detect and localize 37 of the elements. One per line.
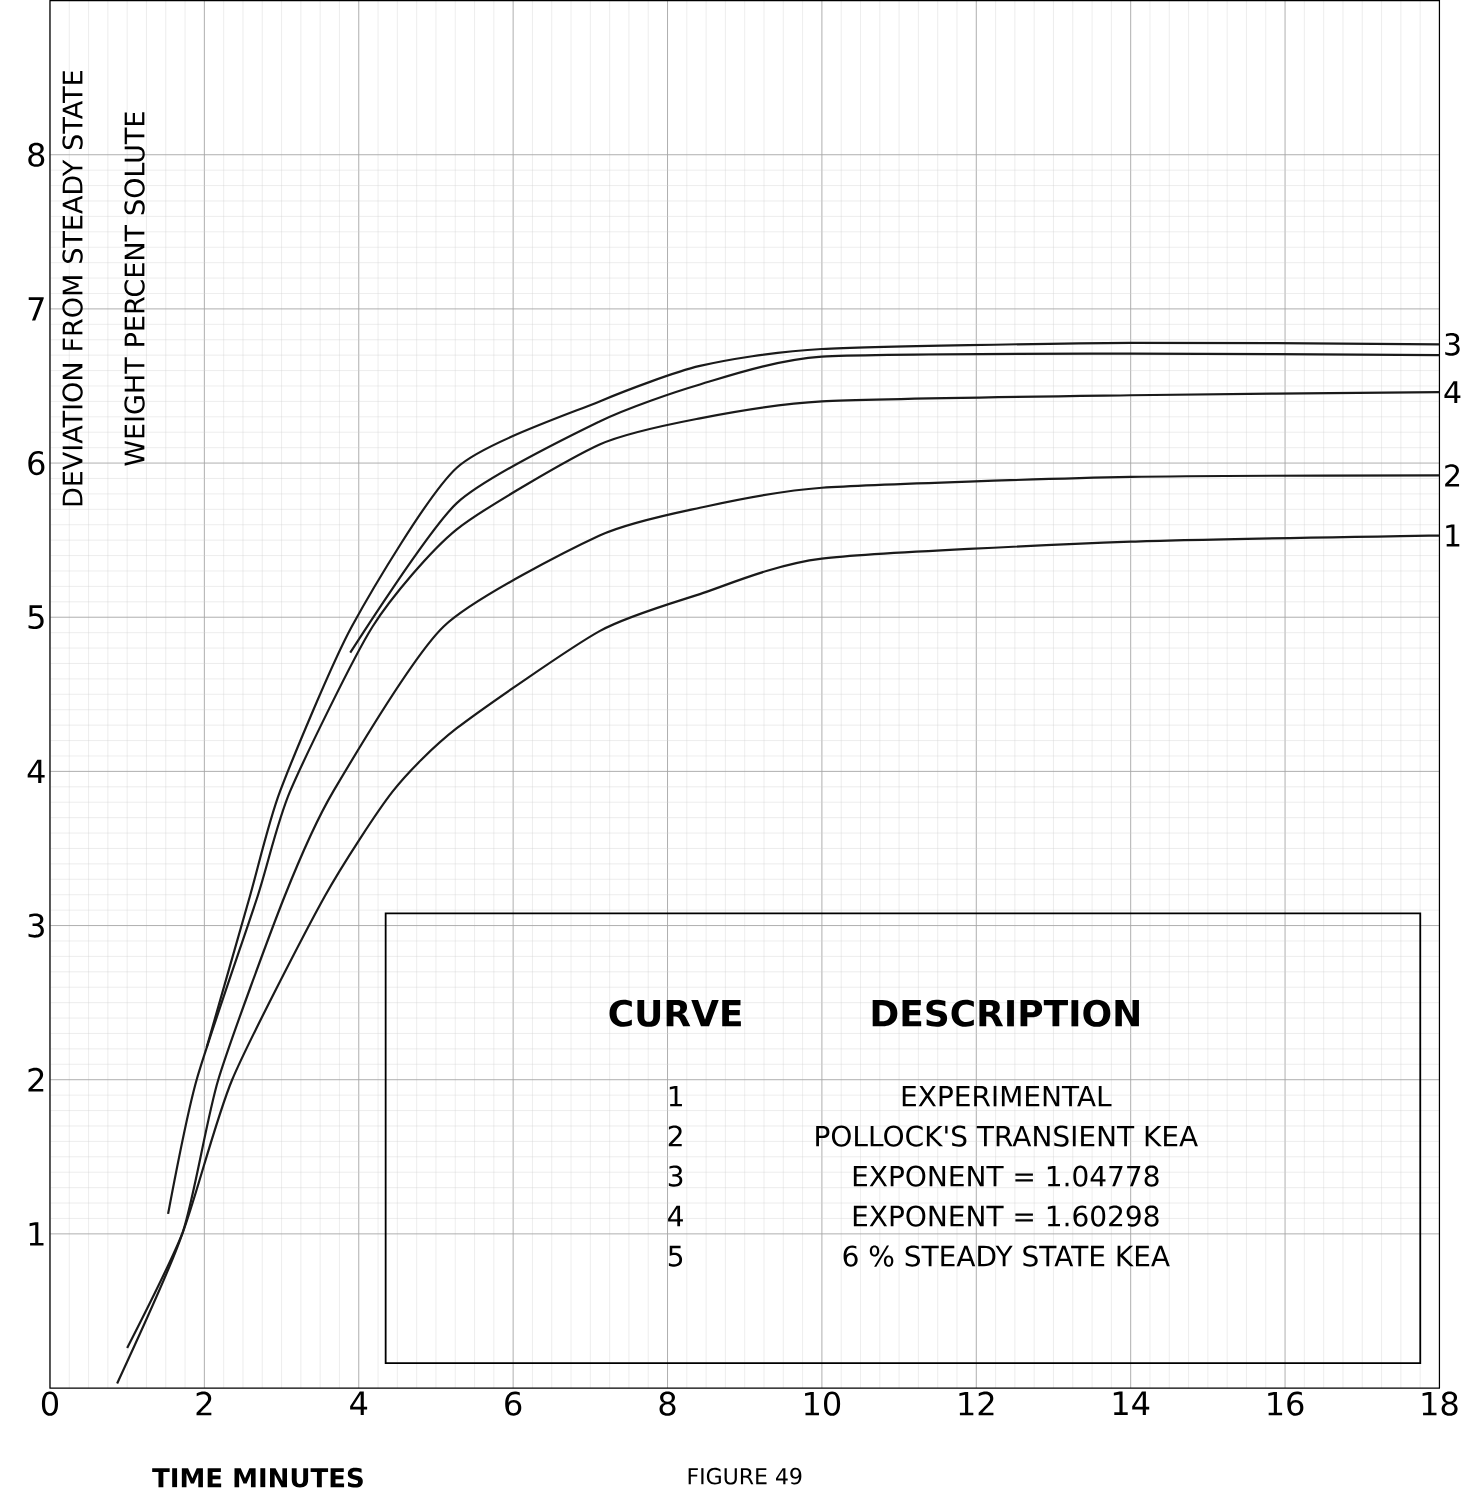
x-tick-label: 12 [959, 1391, 994, 1416]
x-tick-label: 14 [1113, 1391, 1150, 1415]
x-tick-label: 0 [41, 1391, 58, 1416]
series-label: 3 [1445, 333, 1460, 356]
x-axis-title: TIME MINUTES [151, 1467, 363, 1488]
annotation: EXPONENT = 1.04778 [853, 1165, 1159, 1187]
annotation: 3 [668, 1165, 683, 1187]
annotation: DESCRIPTION [872, 999, 1139, 1027]
series-label: 1 [1446, 524, 1460, 547]
annotation: EXPONENT = 1.60298 [853, 1205, 1159, 1227]
annotation: 6 % STEADY STATE KEA [843, 1245, 1170, 1267]
y-tick-label: 1 [29, 1222, 44, 1246]
annotation: 4 [667, 1205, 683, 1227]
text: DEVIATION FROM STEADY STATE WEIGHT PERCENT SOLUTE [62, 71, 145, 506]
y-tick-label: 4 [27, 759, 45, 784]
y-tick-label: 2 [28, 1067, 44, 1092]
series-label: 2 [1444, 464, 1459, 487]
annotation: 1 [669, 1085, 682, 1107]
annotation: 5 [668, 1245, 682, 1267]
y-tick-label: 8 [28, 142, 45, 167]
x-tick-label: 4 [349, 1391, 367, 1415]
x-tick-label: 8 [659, 1391, 676, 1416]
y-tick-label: 6 [28, 450, 45, 476]
x-tick-label: 6 [504, 1391, 522, 1416]
series-label: 4 [1444, 381, 1461, 404]
x-tick-label: 10 [804, 1391, 840, 1416]
caption: FIGURE 49 [688, 1467, 802, 1485]
x-tick-label: 16 [1268, 1391, 1304, 1416]
annotation: 2 [668, 1125, 682, 1147]
y-tick-label: 3 [28, 913, 44, 938]
annotation: EXPERIMENTAL [902, 1085, 1112, 1107]
y-tick-label: 7 [28, 297, 44, 321]
x-tick-label: 18 [1422, 1391, 1458, 1416]
annotation: POLLOCK'S TRANSIENT KEA [816, 1125, 1198, 1147]
x-tick-label: 2 [196, 1391, 212, 1416]
annotation: CURVE [609, 999, 741, 1027]
y-tick-label: 5 [28, 605, 44, 630]
